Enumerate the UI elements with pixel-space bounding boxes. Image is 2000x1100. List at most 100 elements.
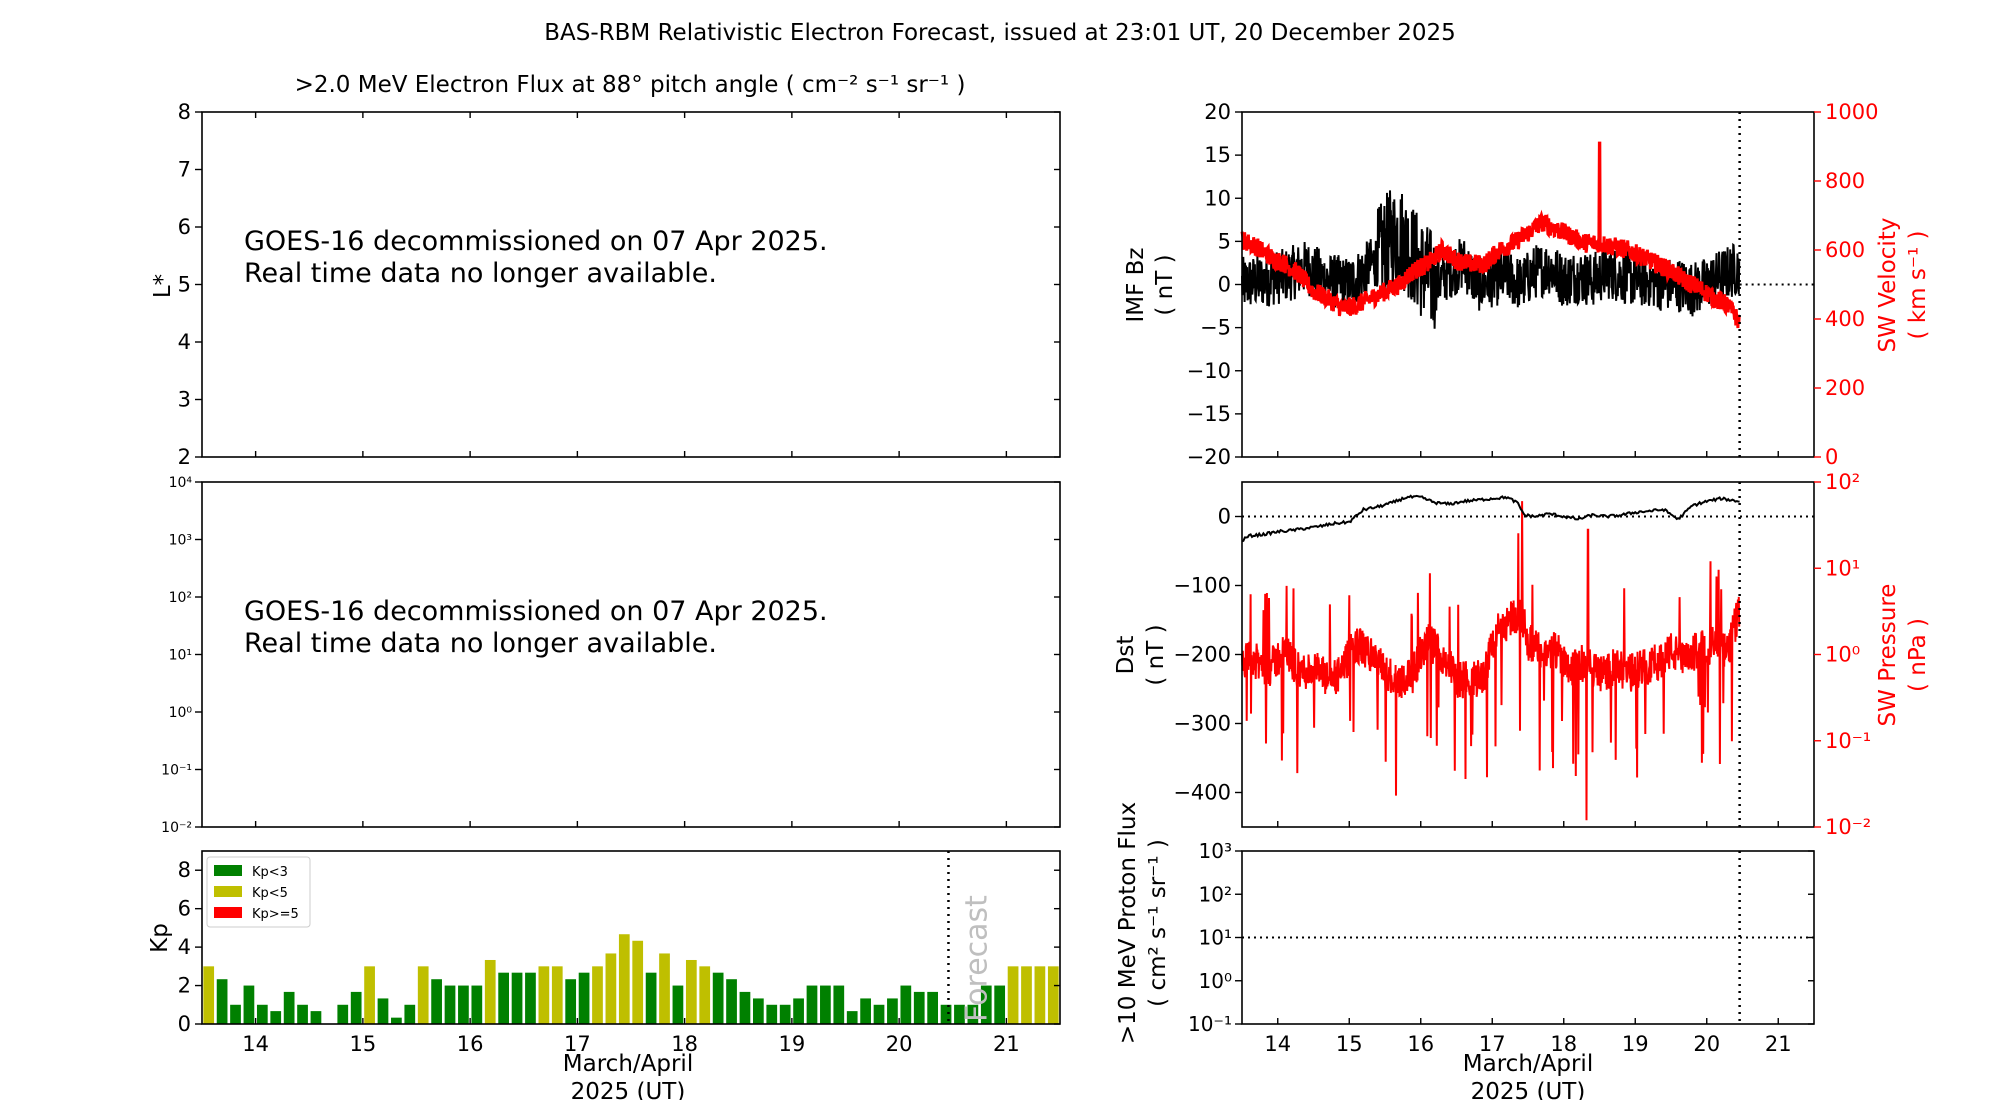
- kp-bar: [256, 1004, 268, 1024]
- kp-bar: [498, 972, 510, 1024]
- kp-bars: [203, 934, 1059, 1024]
- kp-bar: [1047, 966, 1059, 1024]
- kp-bar: [592, 966, 603, 1024]
- kp-bar: [927, 991, 939, 1024]
- proton-xtick-label: 21: [1765, 1032, 1792, 1056]
- kp-xtick-label: 18: [671, 1032, 698, 1056]
- proton-xlabel-line-1: March/April: [1463, 1051, 1593, 1077]
- kp-bar: [1034, 966, 1046, 1024]
- kp-xtick-label: 16: [457, 1032, 484, 1056]
- dst-ytick-label: −300: [1173, 712, 1231, 736]
- kp-bar: [310, 1011, 322, 1024]
- kp-bar: [846, 1011, 858, 1024]
- sw-velocity-ytick-label: 200: [1825, 376, 1865, 400]
- kp-bar: [900, 985, 912, 1024]
- sw-velocity-ylabel-line-1: SW Velocity: [1875, 218, 1901, 353]
- sw-velocity-yticks: 1000 800 600 400 200 0: [1814, 100, 1878, 469]
- kp-bar: [779, 1004, 791, 1024]
- proton-xtick-label: 16: [1407, 1032, 1434, 1056]
- notice-line-1: GOES-16 decommissioned on 07 Apr 2025.: [244, 226, 828, 257]
- flux-log-ytick-label: 10⁴: [169, 475, 193, 491]
- proton-xticks: 14 15 16 17 18 19 20 21: [1264, 1018, 1792, 1056]
- dst-ytick-label: −100: [1173, 574, 1231, 598]
- kp-bar: [726, 979, 737, 1024]
- proton-ytick-label: 10¹: [1199, 926, 1232, 950]
- kp-bar: [243, 985, 255, 1024]
- kp-xtick-label: 20: [886, 1032, 913, 1056]
- kp-xticks: 14 15 16 17 18 19 20 21: [242, 1018, 1020, 1056]
- imf-ytick-label: 0: [1218, 273, 1231, 297]
- sw-velocity-ytick-label: 400: [1825, 307, 1865, 331]
- kp-bar: [887, 998, 898, 1024]
- sw-pressure-ytick-label: 10⁻²: [1825, 815, 1871, 839]
- kp-ytick-label: 6: [178, 897, 191, 921]
- kp-ytick-label: 0: [178, 1012, 191, 1036]
- kp-ytick-label: 2: [178, 974, 191, 998]
- proton-background: [1242, 851, 1814, 1024]
- kp-bar: [444, 985, 456, 1024]
- kp-bar: [283, 991, 295, 1024]
- flux-log-ytick-label: 10²: [169, 590, 192, 606]
- dst-ylabel-line-1: Dst: [1113, 636, 1139, 675]
- kp-bar: [525, 972, 536, 1024]
- kp-bar: [685, 959, 697, 1024]
- kp-xtick-label: 21: [993, 1032, 1020, 1056]
- flux-lstar-xticks: [254, 112, 1008, 457]
- sw-velocity-ytick-label: 600: [1825, 238, 1865, 262]
- dst-ylabel-line-2: ( nT ): [1143, 624, 1169, 685]
- kp-bar: [431, 979, 442, 1024]
- proton-xtick-label: 15: [1336, 1032, 1363, 1056]
- kp-bar: [833, 985, 845, 1024]
- kp-bar: [364, 966, 375, 1024]
- sw-pressure-ytick-label: 10¹: [1825, 556, 1860, 580]
- proton-xtick-label: 19: [1622, 1032, 1649, 1056]
- kp-frame: [201, 850, 1061, 1025]
- dst-yticks: 0 −100 −200 −300 −400: [1173, 505, 1242, 805]
- proton-yticks: 10³ 10² 10¹ 10⁰ 10⁻¹: [1188, 839, 1814, 1036]
- sw-pressure-ytick-label: 10⁻¹: [1825, 729, 1871, 753]
- sw-pressure-ylabel-line-1: SW Pressure: [1875, 584, 1901, 727]
- proton-ytick-label: 10²: [1199, 882, 1232, 906]
- imf-ylabel-line-1: IMF Bz: [1123, 247, 1149, 322]
- kp-bar: [404, 1004, 416, 1024]
- kp-bar: [578, 972, 590, 1024]
- kp-legend-swatch-high: [214, 907, 242, 918]
- kp-bar: [739, 991, 751, 1024]
- kp-bar: [766, 1004, 778, 1024]
- proton-panel: 10³ 10² 10¹ 10⁰ 10⁻¹ 14 15 16 17 18 19 20 21 >10 Me…: [1115, 802, 1815, 1100]
- kp-bar: [873, 1004, 885, 1024]
- proton-ytick-label: 10³: [1199, 839, 1232, 863]
- sw-pressure-ytick-label: 10²: [1825, 470, 1860, 494]
- kp-legend: Kp<3 Kp<5 Kp>=5: [206, 856, 311, 928]
- sw-velocity-ytick-label: 0: [1825, 445, 1838, 469]
- flux-lstar-ytick-label: 7: [178, 158, 191, 182]
- sw-pressure-yticks: 10² 10¹ 10⁰ 10⁻¹ 10⁻²: [1814, 470, 1871, 839]
- kp-bar: [672, 985, 684, 1024]
- kp-bar: [511, 972, 523, 1024]
- kp-legend-label-high: Kp>=5: [252, 907, 299, 922]
- notice-line-3: GOES-16 decommissioned on 07 Apr 2025.: [244, 596, 828, 627]
- kp-bar: [645, 972, 657, 1024]
- kp-legend-label-low: Kp<3: [252, 865, 288, 880]
- kp-bar: [699, 966, 711, 1024]
- proton-xtick-label: 20: [1693, 1032, 1720, 1056]
- kp-bar: [752, 998, 764, 1024]
- kp-bar: [1021, 966, 1032, 1024]
- kp-bar: [484, 959, 496, 1024]
- flux-log-frame: [201, 481, 1061, 828]
- imf-ytick-label: −15: [1187, 402, 1231, 426]
- imf-ytick-label: −5: [1200, 316, 1231, 340]
- kp-bar: [954, 1004, 965, 1024]
- kp-legend-swatch-low: [214, 865, 242, 876]
- flux-log-ytick-label: 10¹: [169, 648, 192, 664]
- flux-log-ytick-label: 10⁰: [169, 705, 193, 721]
- flux-log-xticks: [254, 821, 1008, 827]
- kp-forecast-label: Forecast: [959, 895, 994, 1022]
- imf-xticks: [1277, 451, 1779, 457]
- kp-xlabel-line-1: March/April: [563, 1051, 693, 1077]
- kp-bar: [350, 991, 362, 1024]
- proton-ylabel-line-1: >10 MeV Proton Flux: [1115, 802, 1141, 1044]
- proton-ytick-label: 10⁰: [1199, 969, 1232, 993]
- kp-bar: [1007, 966, 1019, 1024]
